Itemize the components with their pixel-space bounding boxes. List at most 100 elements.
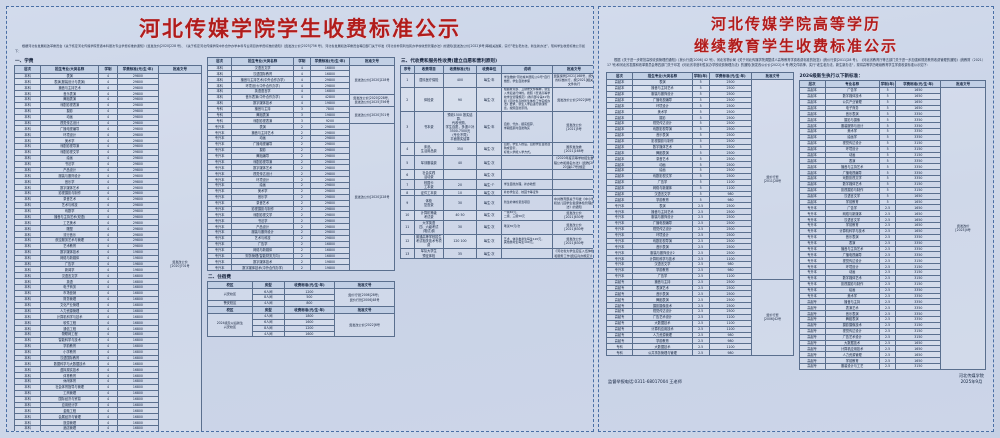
table-cell-approval: 冀发改公价 [2021]630号 — [552, 219, 593, 235]
table-cell: 舞蹈表演 — [632, 296, 693, 304]
table-cell: 通信工程 — [40, 325, 100, 332]
table-cell: 本科 — [13, 78, 42, 86]
table-cell: 公共事务管理与管理 — [632, 349, 693, 357]
table-cell: 广告艺术设计 — [632, 313, 693, 321]
table-cell: 29800 — [116, 96, 159, 103]
table-cell: 高起专 — [605, 319, 634, 327]
table-cell-description — [501, 247, 554, 260]
table-cell: 专升本 — [798, 280, 826, 288]
table-cell: 舞蹈表演 — [40, 96, 100, 103]
table-cell: 本科 — [13, 413, 42, 421]
table-cell: 表演 — [632, 78, 693, 86]
continuing-edu-2026-column: 2026级新生执行以下新标准： 层次 专业名称 学制(年) 学费标准(元/生·年… — [798, 72, 986, 370]
table-cell: 会展经济与管理 — [40, 413, 100, 421]
table-row: 专升本 播音与主持艺术 2.5 3350 — [798, 245, 986, 253]
table-cell: 16800 — [116, 348, 159, 356]
right-sign-org: 河北传媒学院 — [958, 372, 984, 378]
table-row: 本科 小学教育 4 16800 — [13, 348, 202, 356]
table-row: 专升本 计算机科学与技术 2.5 1100 — [605, 255, 794, 263]
table-cell: 本科 — [13, 372, 42, 379]
continuing-edu-table: 层次 招生专业/大类名称 学制(年) 学费标准(元/生·年) 批准文号 高起本表… — [605, 71, 794, 357]
table-cell-approval: 《河北省大学生应征入伍体检和服务工作(冀征兵办规定)》 — [552, 247, 594, 260]
table-cell: 本科 — [13, 360, 42, 368]
table-row: 专升本 学前教育 2.5 980 — [605, 266, 794, 274]
table-row: 高起专 表演艺术 2.5 2500 — [605, 284, 794, 292]
table-row: 本科 汉语言文学 4 16800 冀发改公价[2020]228号 — [206, 64, 395, 95]
table-cell: 专升本 — [605, 272, 634, 280]
table-cell: 环境设计 — [632, 102, 693, 110]
table-cell: 市场营销 — [40, 289, 100, 297]
table-cell: 工商管理 — [40, 389, 100, 397]
table-cell: 摄影摄像技术 — [632, 302, 693, 310]
table-row: 高起专 摄影摄像技术 2.5 3150 — [798, 321, 986, 329]
table-cell: 高起专 — [605, 278, 634, 286]
table-cell: 视觉传达设计 — [632, 308, 693, 315]
table-cell: 体检 复查费 — [413, 195, 444, 211]
table-cell: 1100 — [708, 325, 753, 333]
table-row: 本科 电子商务 4 16800 — [13, 284, 202, 291]
table-cell: 视觉传达设计 — [824, 257, 880, 265]
table-cell: 高起专 — [605, 331, 634, 339]
table-cell: 高起专 — [798, 351, 826, 359]
table-cell: 16800 — [116, 307, 159, 315]
continuing-edu-2026-table: 层次 专业名称 学制(年) 学费标准(元/生·年) 批准文号 高起本 广告学 5 16… — [798, 79, 986, 370]
table-row: 高起专 大数据技术 2.5 1100 — [605, 319, 794, 327]
table-cell: 500 — [283, 294, 336, 301]
table-cell: 专升本 — [206, 252, 233, 260]
table-row: 本科 财务管理 4 16800 — [13, 295, 202, 303]
th-unit: 收费单位 — [476, 65, 503, 74]
table-cell: 视觉传达设计 — [824, 327, 880, 335]
table-row: 9 体检 复查费 30 每生·次 新生补体检复查项目 中共教育部关于印发《中小学和幼儿园学… — [400, 195, 593, 211]
table-cell: 本科 — [13, 254, 42, 262]
table-cell: 4人间 — [251, 330, 285, 338]
table-cell-approval: 冀价行费 [2011]28号 — [751, 78, 794, 280]
table-cell: 3150 — [895, 263, 942, 271]
table-cell: 本科 — [13, 272, 42, 280]
table-cell-approval: 冀价行管[2006]28号； 冀价行管[2006]48号 — [334, 288, 395, 307]
th-index: 序号 — [400, 65, 415, 74]
table-row: 专升本 汉语言文学 2.5 1650 — [798, 216, 986, 224]
table-cell: 本科 — [13, 113, 42, 121]
table-cell: 1100 — [708, 255, 753, 263]
table-cell: 摄影 — [40, 107, 100, 115]
table-cell: 高起本 — [798, 92, 826, 100]
table-row: 高起本 摄影与摄像 5 3350 — [798, 116, 986, 124]
table-row: 本科 体育教育 4 16800 — [13, 372, 202, 379]
table-cell: 专科 — [206, 111, 233, 119]
table-cell: 1650 — [895, 98, 942, 106]
th-approval: 批准文号 — [157, 65, 203, 74]
table-cell: 2500 — [708, 120, 753, 127]
table-cell: 应用统计学 — [40, 401, 100, 409]
table-row: 兴安校区 6人间 1200 冀价行管[2006]28号； 冀价行管[2006]48号 — [207, 288, 395, 307]
table-row: 高起本 汉语言文学 5 980 — [605, 190, 794, 198]
table-cell: 1650 — [895, 339, 942, 347]
table-row: 13 军队大学生 预征体检 35 每生·次 《河北省大学生应征入伍体检和服务工作(冀征兵… — [400, 247, 594, 260]
table-cell: 3150 — [895, 333, 942, 341]
table-cell: 本科 — [206, 70, 233, 78]
table-row: 本科 会展经济与管理 4 16800 — [13, 413, 202, 421]
table-cell: 高起专 — [798, 357, 826, 365]
table-cell: 计算机等级 考试费 — [413, 209, 444, 221]
table-cell: 3150 — [895, 363, 942, 370]
table-cell: 大数据技术 — [632, 319, 693, 327]
table-cell: 1100 — [708, 272, 753, 280]
table-cell: 汉语言文学 — [632, 261, 693, 268]
table-cell: 每生·年 — [476, 111, 503, 143]
table-header-row-2: 校区 房型 收费标准(元/生·年) 批准文号 — [207, 305, 395, 314]
table-cell: 高起专 — [605, 308, 634, 315]
table-cell: 1200 — [283, 324, 336, 332]
table-row: 高起本 数字媒体艺术 5 2500 — [605, 143, 794, 151]
table-row: 本科 数字媒体技术 4 19800 — [206, 99, 395, 107]
table-cell-approval: 冀发改公价 [2021]630号 — [552, 233, 593, 249]
table-cell: 学前教育 — [40, 342, 100, 350]
table-cell: 本科 — [13, 325, 42, 332]
table-row: 高起专 舞蹈表演 2.5 2500 — [605, 296, 794, 304]
table-row: 12 普通高等学校招生考试相关技术专项费 120 100 每生·次 艺术、体育类考生每生… — [400, 233, 593, 249]
table-cell: 120 100 — [442, 233, 478, 249]
table-row: 高起专 服装设计与工艺 2.5 3150 — [798, 363, 986, 370]
table-cell-approval: 《2020年度高等学校招生章程公布和报名办法》(冀教[2020]第17号)规定 — [552, 155, 594, 171]
table-cell: 本科 — [206, 93, 233, 101]
table-cell: 3350 — [895, 304, 942, 312]
table-cell: 2 — [293, 264, 311, 272]
table-cell: 高起本 — [605, 96, 634, 104]
